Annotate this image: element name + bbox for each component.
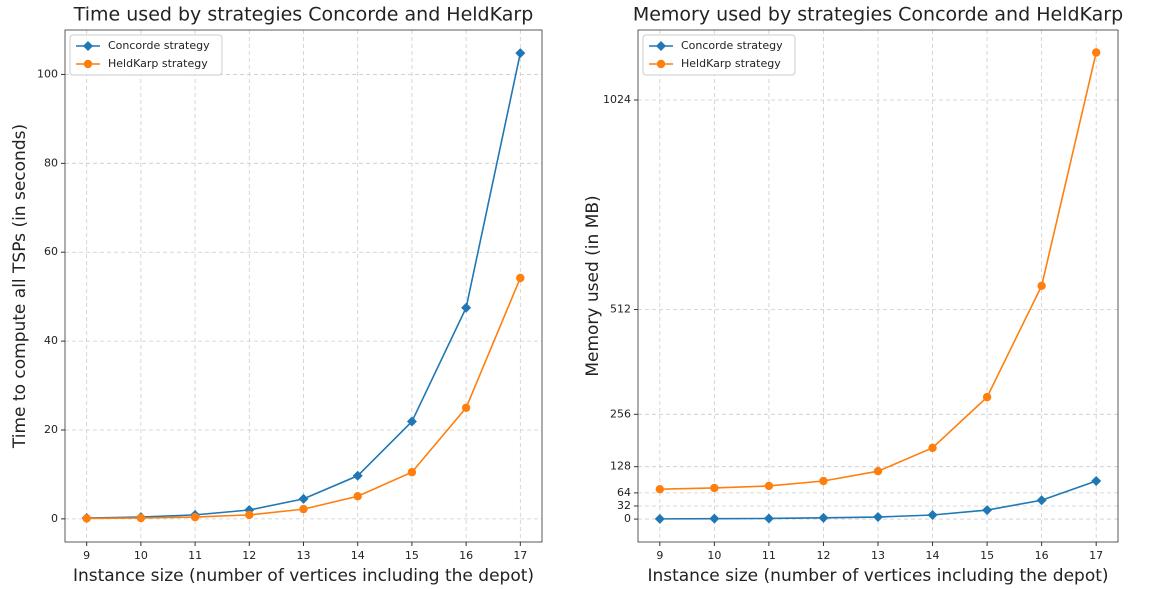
plot-frame: [64, 29, 543, 543]
marker: [655, 485, 665, 494]
x-tick-label: 16: [1035, 549, 1049, 562]
marker: [928, 443, 937, 453]
marker: [654, 513, 665, 524]
marker: [245, 510, 254, 520]
legend-frame: [642, 34, 796, 76]
x-tick-label: 15: [405, 549, 419, 562]
marker: [819, 476, 828, 486]
marker: [461, 302, 472, 313]
x-tick-label: 11: [188, 549, 202, 562]
y-tick-label: 80: [44, 156, 58, 169]
x-tick-label: 10: [134, 549, 148, 562]
y-tick-label: 40: [44, 334, 58, 347]
marker: [763, 513, 774, 524]
marker: [515, 48, 526, 59]
x-axis-label: Instance size (number of vertices includ…: [647, 566, 1108, 586]
marker: [710, 483, 719, 493]
y-axis-label: Time to compute all TSPs (in seconds): [10, 124, 30, 449]
chart-title: Memory used by strategies Concorde and H…: [633, 4, 1123, 26]
marker: [709, 513, 720, 524]
x-tick-label: 10: [707, 549, 721, 562]
x-tick-label: 13: [297, 549, 311, 562]
marker: [190, 512, 200, 522]
y-tick-label: 100: [37, 67, 58, 80]
x-tick-label: 14: [926, 549, 940, 562]
y-tick-label: 256: [610, 407, 631, 420]
series-line: [86, 277, 522, 520]
marker: [873, 512, 883, 523]
legend-marker: [83, 59, 93, 69]
y-tick-label: 1024: [603, 93, 631, 106]
y-axis-label: Memory used (in MB): [583, 195, 603, 376]
legend-label: HeldKarp strategy: [681, 57, 781, 70]
marker: [299, 504, 308, 514]
legend-marker: [656, 41, 666, 51]
legend-marker: [83, 41, 93, 51]
marker: [461, 403, 471, 412]
marker: [1036, 495, 1047, 506]
marker: [407, 468, 417, 477]
marker: [352, 470, 363, 481]
legend-label: Concorde strategy: [681, 39, 783, 52]
marker: [516, 273, 525, 283]
marker: [82, 514, 91, 523]
legend-marker: [656, 59, 666, 69]
y-tick-label: 64: [617, 486, 631, 499]
marker: [1037, 281, 1046, 290]
y-tick-label: 0: [624, 512, 631, 525]
x-tick-label: 14: [351, 549, 365, 562]
x-tick-label: 17: [1089, 549, 1103, 562]
x-tick-label: 17: [513, 549, 527, 562]
x-tick-label: 9: [83, 549, 90, 562]
marker: [927, 509, 938, 520]
legend-frame: [69, 34, 223, 76]
x-tick-label: 12: [242, 549, 256, 562]
x-tick-label: 15: [980, 549, 994, 562]
x-axis-label: Instance size (number of vertices includ…: [73, 566, 534, 586]
marker: [764, 481, 774, 491]
marker: [982, 505, 993, 516]
x-tick-label: 16: [459, 549, 473, 562]
marker: [136, 513, 146, 523]
y-tick-label: 128: [610, 460, 631, 473]
chart: Memory used by strategies Concorde and H…: [583, 4, 1123, 587]
x-tick-label: 13: [871, 549, 885, 562]
marker: [1091, 48, 1101, 57]
x-tick-label: 12: [816, 549, 830, 562]
chart: Time used by strategies Concorde and Hel…: [10, 4, 543, 586]
y-tick-label: 32: [617, 499, 631, 512]
marker: [1091, 476, 1102, 487]
marker: [406, 416, 417, 427]
legend-label: Concorde strategy: [108, 39, 210, 52]
marker: [298, 493, 309, 504]
y-tick-label: 60: [44, 245, 58, 258]
plot-frame: [637, 29, 1119, 543]
marker: [818, 512, 829, 523]
marker: [982, 392, 992, 402]
x-tick-label: 11: [762, 549, 776, 562]
chart-title: Time used by strategies Concorde and Hel…: [73, 4, 534, 26]
x-tick-label: 9: [656, 549, 663, 562]
y-tick-label: 512: [610, 303, 631, 316]
legend-label: HeldKarp strategy: [108, 57, 208, 70]
y-tick-label: 0: [51, 512, 58, 525]
marker: [353, 492, 362, 501]
y-tick-label: 20: [44, 423, 58, 436]
marker: [873, 466, 883, 476]
